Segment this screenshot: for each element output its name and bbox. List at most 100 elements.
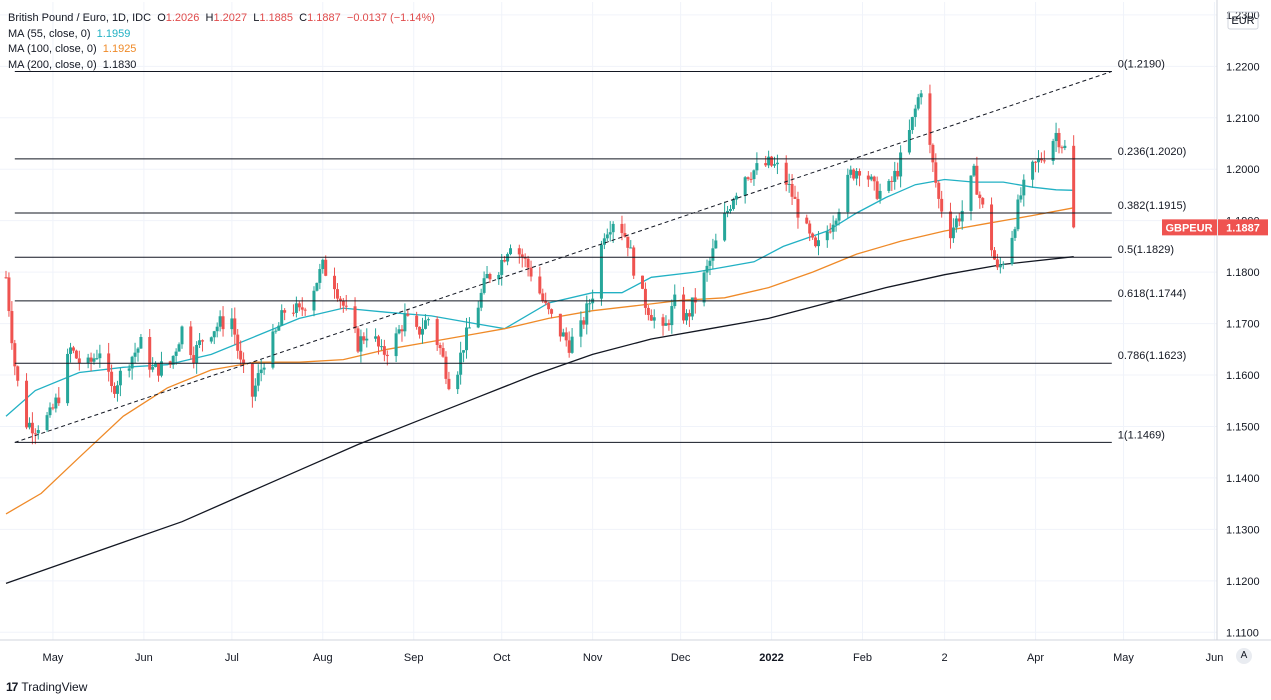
candle-body xyxy=(157,363,161,376)
candle-body xyxy=(509,248,513,255)
candle-body xyxy=(382,346,386,355)
candle-body xyxy=(1016,199,1020,230)
candle-body xyxy=(462,350,466,353)
legend-high: 1.2027 xyxy=(213,12,248,24)
candle-body xyxy=(89,357,93,362)
candle-body xyxy=(620,223,624,234)
candle-body xyxy=(36,430,40,434)
candle-body xyxy=(954,218,958,228)
candle-body xyxy=(726,210,730,213)
candle-body xyxy=(846,174,850,213)
candle-body xyxy=(189,326,193,356)
candle-body xyxy=(687,313,691,317)
chart-legend: British Pound / Euro, 1D, IDC O1.2026 H1… xyxy=(8,11,435,73)
candle-body xyxy=(811,233,815,238)
candle-body xyxy=(198,340,202,345)
candle-body xyxy=(684,313,688,321)
candle-body xyxy=(919,93,923,98)
candle-body xyxy=(793,196,797,199)
candle-body xyxy=(629,247,633,249)
x-tick-label: May xyxy=(43,652,64,664)
candle-body xyxy=(506,254,510,262)
candle-body xyxy=(705,265,709,273)
candle-body xyxy=(731,199,735,209)
legend-ma55-row: MA (55, close, 0) 1.1959 xyxy=(8,27,435,43)
x-tick-label: Feb xyxy=(853,652,872,664)
tradingview-logo-icon: 17 xyxy=(6,680,18,694)
candle-body xyxy=(899,152,903,177)
candle-body xyxy=(400,329,404,332)
candle-body xyxy=(893,170,897,182)
candle-body xyxy=(828,231,832,233)
legend-change: −0.0137 (−1.14%) xyxy=(346,12,435,24)
candle-body xyxy=(875,181,879,199)
auto-scale-button[interactable]: A xyxy=(1236,648,1252,664)
candle-body xyxy=(1001,264,1005,266)
candle-body xyxy=(520,254,524,258)
candle-body xyxy=(230,318,234,330)
y-tick-label: 1.1100 xyxy=(1226,627,1259,639)
candle-body xyxy=(353,306,357,329)
candle-body xyxy=(690,297,694,317)
candle-body xyxy=(465,327,469,351)
candle-body xyxy=(992,250,996,260)
candle-body xyxy=(755,163,759,171)
x-tick-label: 2 xyxy=(942,652,948,664)
candle-body xyxy=(365,338,369,341)
candle-body xyxy=(928,93,932,145)
candle-body xyxy=(784,162,788,185)
candle-body xyxy=(567,340,571,353)
candle-body xyxy=(174,351,178,356)
candle-body xyxy=(69,347,73,354)
candle-body xyxy=(300,307,304,310)
candle-body xyxy=(324,259,328,276)
candle-body xyxy=(834,220,838,225)
candle-body xyxy=(95,358,99,360)
x-tick-label: Dec xyxy=(671,652,691,664)
candle-body xyxy=(626,236,630,248)
candle-body xyxy=(233,318,237,335)
candle-body xyxy=(910,117,914,131)
candle-body xyxy=(1060,147,1064,149)
legend-ma55-value: 1.1959 xyxy=(96,27,131,40)
candle-body xyxy=(118,370,122,386)
candle-body xyxy=(764,163,768,166)
candle-body xyxy=(133,352,137,357)
candle-body xyxy=(394,333,398,357)
candle-body xyxy=(421,328,425,335)
legend-high-label: H xyxy=(205,12,214,24)
candle-body xyxy=(215,326,219,332)
candle-body xyxy=(858,171,862,176)
candle-body xyxy=(558,313,562,337)
candle-body xyxy=(253,385,257,397)
candle-body xyxy=(467,327,471,329)
x-tick-label: Apr xyxy=(1027,652,1044,664)
legend-open: 1.2026 xyxy=(165,12,200,24)
y-tick-label: 1.1600 xyxy=(1226,370,1260,382)
candle-body xyxy=(878,190,882,199)
candle-body xyxy=(192,355,196,364)
candle-body xyxy=(447,378,451,390)
candle-body xyxy=(816,240,820,247)
candle-body xyxy=(7,277,11,312)
candle-body xyxy=(693,297,697,303)
candle-body xyxy=(746,177,750,179)
tradingview-logo[interactable]: 17 TradingView xyxy=(6,680,87,694)
candle-body xyxy=(948,211,952,239)
candle-body xyxy=(379,346,383,348)
candle-body xyxy=(934,162,938,183)
last-price-tag: 1.1887 xyxy=(1226,222,1260,234)
candle-body xyxy=(341,300,345,306)
candle-body xyxy=(54,397,58,409)
candle-body xyxy=(441,348,445,357)
candle-body xyxy=(550,309,554,314)
candle-body xyxy=(937,182,941,199)
candle-body xyxy=(423,320,427,329)
candle-body xyxy=(907,130,911,153)
legend-ma55-label: MA (55, close, 0) xyxy=(8,27,91,40)
candle-body xyxy=(209,337,213,342)
candle-body xyxy=(107,353,111,372)
candle-body xyxy=(333,275,337,290)
candle-body xyxy=(154,363,158,367)
